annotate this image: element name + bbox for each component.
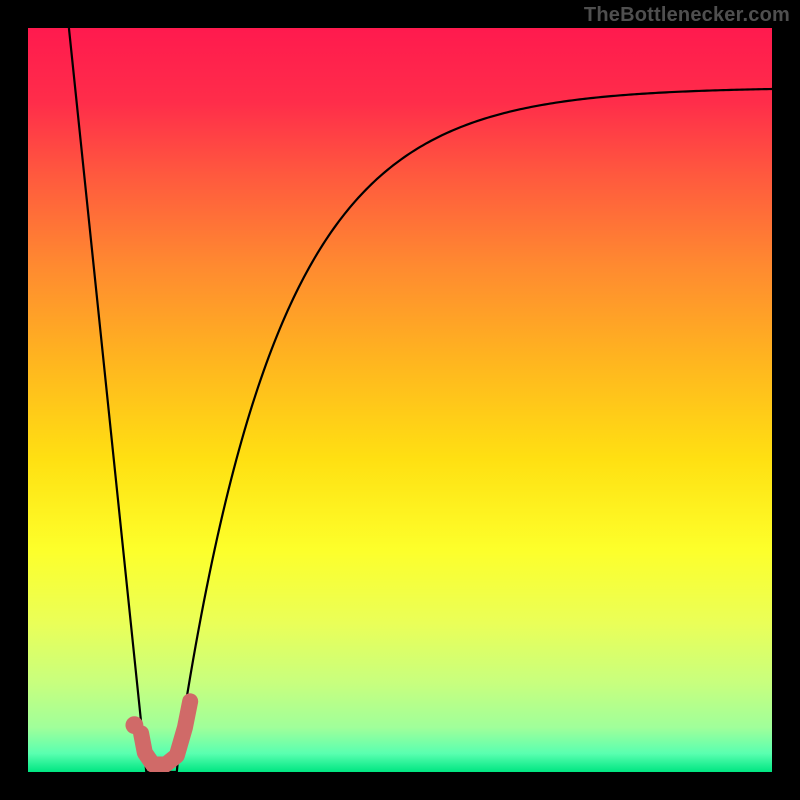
bottleneck-chart [28, 28, 772, 772]
watermark-text: TheBottlenecker.com [584, 4, 790, 27]
gradient-background [28, 28, 772, 772]
